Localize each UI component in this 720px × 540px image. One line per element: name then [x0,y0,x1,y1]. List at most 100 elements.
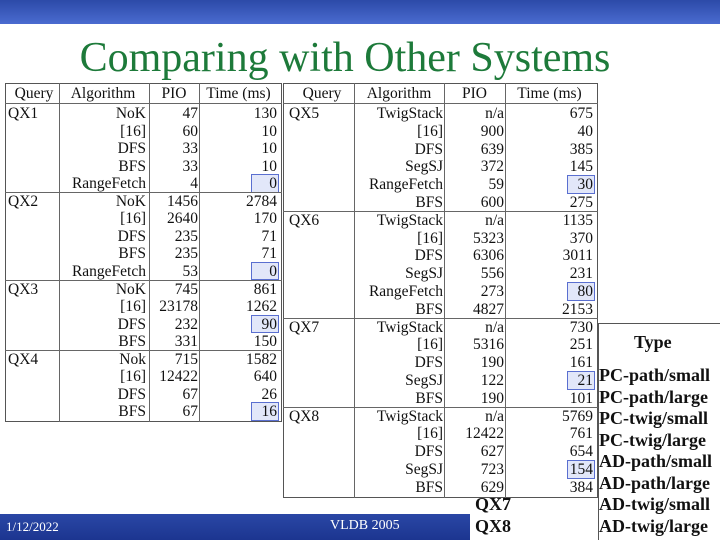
table-cell: RangeFetch [71,175,146,193]
column-header: PIO [462,85,487,102]
table-cell: 384 [569,478,593,496]
query-cell: QX8 [289,407,320,425]
column-header: Time (ms) [206,85,271,102]
highlight-box [567,282,595,301]
table-cell: 0 [269,262,277,280]
table-cell: 59 [488,176,505,194]
query-cell: QX5 [289,105,320,122]
table-cell: 5769 [562,407,593,425]
table-cell: 235 [174,227,198,245]
table-cell: 385 [569,140,593,158]
table-cell: DFS [117,315,146,333]
type-cell: PC-path/small [599,365,711,385]
table-cell: 23178 [159,298,198,316]
table-cell: 730 [569,318,593,336]
table-cell: BFS [415,300,443,318]
table-cell: 5316 [473,336,504,354]
table-cell: 900 [480,122,504,140]
table-cell: 235 [174,245,198,263]
table-cell: 10 [261,140,278,158]
table-cell: 232 [174,315,198,333]
table-cell: 715 [174,350,198,368]
table-cell: 1135 [562,211,593,229]
column-rule [149,83,150,422]
table-cell: DFS [414,443,443,461]
group-rule [283,210,598,212]
table-cell: 6306 [473,247,504,265]
table-cell: 1456 [167,192,198,210]
table-cell: 53 [182,262,199,280]
table-cell: TwigStack [376,407,443,425]
footer-bar [0,514,470,540]
table-cell: 654 [569,443,593,461]
group-rule [5,279,282,281]
table-cell: TwigStack [376,105,443,122]
type-cell: PC-twig/large [599,429,706,450]
query-cell: QX4 [8,350,39,368]
column-header: Time (ms) [517,85,582,102]
table-cell: BFS [118,403,146,421]
column-header: Query [14,85,54,102]
type-cell: PC-twig/small [599,408,708,428]
table-cell: [16] [120,122,146,140]
type-cell: AD-twig/large [599,515,708,536]
footer-date: 1/12/2022 [6,519,59,534]
header-rule [5,103,282,104]
table-cell: DFS [117,140,146,158]
column-rule [59,83,60,422]
group-rule [283,406,598,408]
table-cell: 150 [253,333,277,351]
table-cell: 190 [480,389,504,407]
type-cell: AD-path/large [599,472,710,493]
table-cell: SegSJ [405,461,443,478]
column-rule [505,83,506,498]
highlight-box [567,175,595,194]
type-table-frame [598,323,720,540]
table-frame [283,83,598,498]
table-cell: [16] [417,336,443,354]
table-cell: NoK [115,280,146,298]
table-cell: SegSJ [405,158,443,176]
footer-venue: VLDB 2005 [330,518,400,533]
table-cell: 71 [261,245,278,263]
column-header: Algorithm [366,85,432,102]
type-header: Type [634,332,672,352]
highlight-box [567,371,595,390]
table-cell: 675 [569,105,593,122]
table-cell: 33 [182,140,199,158]
top-bar [0,0,720,24]
query-cell: QX3 [8,280,39,298]
column-header: PIO [161,85,187,102]
table-cell: 130 [253,105,277,122]
table-cell: 629 [480,478,504,496]
table-cell: 600 [480,194,504,211]
table-cell: n/a [485,105,504,122]
table-cell: 80 [577,283,594,300]
table-cell: n/a [485,318,504,336]
query-cell: QX7 [289,318,320,336]
table-cell: 190 [480,354,504,372]
table-cell: 12422 [159,368,198,386]
table-cell: 640 [253,368,277,386]
table-cell: BFS [118,245,146,263]
group-rule [283,317,598,319]
table-cell: RangeFetch [368,283,443,300]
table-cell: SegSJ [405,372,443,389]
table-cell: 145 [569,158,593,176]
table-cell: DFS [414,140,443,158]
table-cell: [16] [120,210,146,228]
table-cell: 90 [261,315,278,333]
table-cell: 21 [577,372,594,389]
table-cell: BFS [415,194,443,211]
table-cell: 273 [480,283,504,300]
table-cell: 3011 [562,247,593,265]
query-cell: QX2 [8,192,39,210]
table-cell: 10 [261,122,278,140]
table-cell: NoK [115,105,146,122]
column-rule [354,83,355,498]
table-cell: 627 [480,443,504,461]
table-cell: [16] [417,425,443,443]
table-cell: 1582 [246,350,277,368]
column-rule [199,83,200,422]
